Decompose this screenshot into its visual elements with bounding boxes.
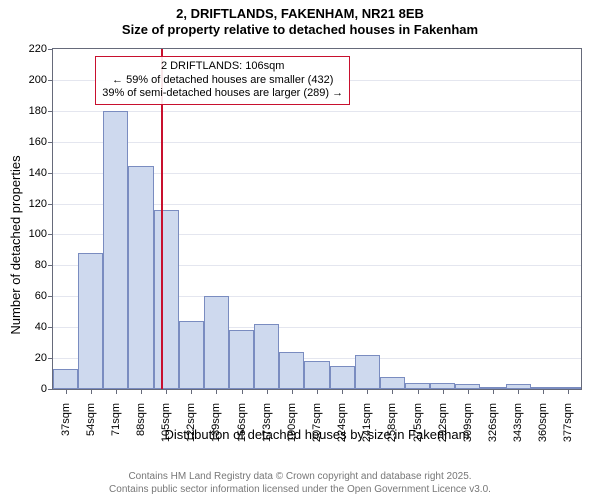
y-tick-label: 220 (29, 43, 47, 55)
y-tick-mark (48, 49, 53, 50)
histogram-bar (154, 210, 179, 389)
histogram-bar (229, 330, 254, 389)
histogram-bar (380, 377, 405, 389)
y-tick-mark (48, 389, 53, 390)
y-tick-label: 0 (41, 383, 47, 395)
chart-area: Number of detached properties 0204060801… (0, 42, 600, 448)
annotation-box: 2 DRIFTLANDS: 106sqm ← 59% of detached h… (95, 56, 350, 105)
gridline (53, 111, 581, 112)
x-tick-mark (141, 389, 142, 394)
x-tick-mark (342, 389, 343, 394)
x-tick-mark (267, 389, 268, 394)
chart-title-line-2: Size of property relative to detached ho… (0, 22, 600, 38)
x-tick-mark (317, 389, 318, 394)
y-tick-label: 120 (29, 198, 47, 210)
y-tick-label: 160 (29, 136, 47, 148)
y-tick-label: 40 (35, 321, 47, 333)
x-tick-mark (91, 389, 92, 394)
x-tick-mark (468, 389, 469, 394)
histogram-bar (279, 352, 304, 389)
y-tick-mark (48, 265, 53, 266)
y-tick-label: 80 (35, 259, 47, 271)
y-tick-mark (48, 234, 53, 235)
histogram-bar (103, 111, 128, 389)
y-tick-mark (48, 142, 53, 143)
x-tick-mark (116, 389, 117, 394)
histogram-bar (78, 253, 103, 389)
gridline (53, 142, 581, 143)
x-tick-mark (543, 389, 544, 394)
y-tick-mark (48, 296, 53, 297)
histogram-bar (128, 166, 153, 389)
annotation-line-1: 2 DRIFTLANDS: 106sqm (102, 60, 343, 74)
x-tick-mark (242, 389, 243, 394)
y-tick-mark (48, 358, 53, 359)
histogram-bar (355, 355, 380, 389)
annotation-line-2: ← 59% of detached houses are smaller (43… (102, 74, 343, 88)
x-axis-title: Distribution of detached houses by size … (52, 427, 582, 442)
footer-line-2: Contains public sector information licen… (0, 483, 600, 496)
chart-title-line-1: 2, DRIFTLANDS, FAKENHAM, NR21 8EB (0, 6, 600, 22)
footer-attribution: Contains HM Land Registry data © Crown c… (0, 470, 600, 496)
footer-line-1: Contains HM Land Registry data © Crown c… (0, 470, 600, 483)
y-tick-label: 60 (35, 290, 47, 302)
x-tick-mark (216, 389, 217, 394)
chart-title-block: 2, DRIFTLANDS, FAKENHAM, NR21 8EB Size o… (0, 0, 600, 39)
histogram-bar (254, 324, 279, 389)
x-tick-mark (518, 389, 519, 394)
x-tick-mark (367, 389, 368, 394)
y-tick-mark (48, 204, 53, 205)
histogram-bar (304, 361, 329, 389)
x-tick-mark (568, 389, 569, 394)
y-tick-label: 100 (29, 228, 47, 240)
x-tick-mark (392, 389, 393, 394)
histogram-bar (330, 366, 355, 389)
x-tick-mark (418, 389, 419, 394)
plot-region: 02040608010012014016018020022037sqm54sqm… (52, 48, 582, 390)
y-tick-label: 180 (29, 105, 47, 117)
histogram-bar (179, 321, 204, 389)
x-tick-mark (166, 389, 167, 394)
histogram-bar (204, 296, 229, 389)
annotation-line-3: 39% of semi-detached houses are larger (… (102, 87, 343, 101)
x-tick-mark (493, 389, 494, 394)
y-tick-mark (48, 111, 53, 112)
x-tick-mark (191, 389, 192, 394)
y-tick-mark (48, 80, 53, 81)
y-tick-label: 20 (35, 352, 47, 364)
y-axis-title: Number of detached properties (8, 155, 23, 334)
histogram-bar (53, 369, 78, 389)
y-tick-label: 200 (29, 74, 47, 86)
x-tick-mark (66, 389, 67, 394)
y-tick-label: 140 (29, 167, 47, 179)
x-tick-mark (292, 389, 293, 394)
y-tick-mark (48, 327, 53, 328)
x-tick-mark (443, 389, 444, 394)
y-tick-mark (48, 173, 53, 174)
